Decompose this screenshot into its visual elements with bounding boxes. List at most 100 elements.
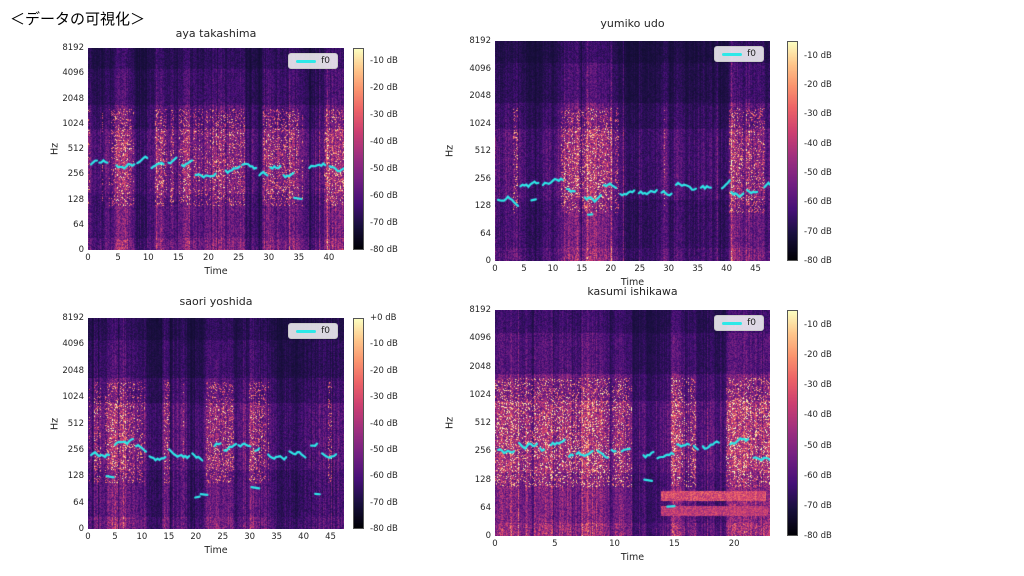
spectrogram-image — [88, 318, 344, 529]
y-tick-label: 1024 — [62, 392, 84, 403]
y-tick-label: 2048 — [469, 361, 491, 372]
y-tick-label: 8192 — [62, 43, 84, 53]
colorbar-tick-label: -80 dB — [804, 531, 832, 541]
colorbar-tick-label: -10 dB — [370, 339, 398, 350]
colorbar — [353, 48, 364, 250]
x-tick-label: 25 — [217, 532, 229, 542]
colorbar-tick-label: -10 dB — [804, 320, 832, 331]
x-tick-labels: 0 5 10 15 20 25 30 35 40 45 — [85, 532, 344, 543]
f0-legend-label: f0 — [321, 326, 330, 336]
y-axis-label: Hz — [444, 144, 456, 158]
spectrogram-plot: f0 — [495, 310, 770, 536]
colorbar-tick-label: -40 dB — [370, 137, 398, 148]
y-tick-label: 512 — [67, 144, 84, 154]
spectrogram-panel-kasumi-ishikawa: kasumi ishikawa Hz 0 64 128 256 512 1024 2048 4… — [443, 283, 863, 576]
y-tick-label: 0 — [485, 256, 491, 266]
y-tick-label: 128 — [67, 194, 84, 205]
x-tick-label: 20 — [190, 532, 202, 542]
colorbar-tick-label: -70 dB — [804, 500, 832, 511]
y-tick-labels: 0 64 128 256 512 1024 2048 4096 8192 — [461, 305, 491, 541]
x-tick-label: 15 — [668, 539, 680, 549]
colorbar-tick-label: -20 dB — [804, 350, 832, 361]
y-tick-label: 0 — [78, 524, 84, 534]
spectrogram-panel-aya-takashima: aya takashima Hz 0 64 128 256 512 1024 2048 409… — [48, 25, 430, 290]
colorbar-tick-label: -40 dB — [804, 410, 832, 421]
colorbar-tick-label: -20 dB — [370, 365, 398, 376]
f0-legend-line-icon — [722, 321, 743, 325]
x-tick-label: 35 — [293, 253, 305, 263]
x-axis-label: Time — [620, 552, 645, 563]
y-tick-label: 1024 — [469, 389, 491, 400]
f0-legend-line-icon — [296, 59, 317, 63]
colorbar-tick-label: -40 dB — [804, 138, 832, 149]
colorbar-tick-label: -30 dB — [804, 380, 832, 391]
colorbar-tick-labels: -10 dB -20 dB -30 dB -40 dB -50 dB -60 dB -70 … — [370, 48, 422, 255]
colorbar-tick-labels: +0 dB -10 dB -20 dB -30 dB -40 dB -50 dB -60 d… — [370, 313, 422, 534]
x-tick-label: 40 — [721, 264, 732, 274]
spectrogram-plot: f0 — [88, 48, 344, 250]
x-tick-label: 0 — [492, 264, 498, 274]
y-tick-labels: 0 64 128 256 512 1024 2048 4096 8192 — [461, 36, 491, 266]
x-axis-label: Time — [204, 545, 228, 556]
colorbar-tick-label: -20 dB — [804, 80, 832, 90]
y-tick-label: 128 — [474, 474, 491, 485]
f0-legend-line-icon — [722, 52, 743, 56]
spectrogram-panel-saori-yoshida: saori yoshida Hz 0 64 128 256 512 1024 2048 409… — [48, 293, 430, 573]
y-tick-label: 4096 — [469, 333, 491, 344]
y-tick-label: 0 — [485, 531, 491, 541]
x-tick-label: 25 — [233, 253, 244, 263]
x-tick-labels: 0 5 10 15 20 25 30 35 40 45 — [492, 264, 770, 275]
y-tick-labels: 0 64 128 256 512 1024 2048 4096 8192 — [54, 313, 84, 534]
y-tick-label: 64 — [480, 228, 491, 239]
y-tick-label: 1024 — [62, 118, 84, 129]
x-tick-label: 10 — [142, 253, 154, 263]
subplot-title: saori yoshida — [179, 295, 253, 308]
x-tick-label: 0 — [85, 532, 91, 542]
spectrogram-image — [88, 48, 344, 250]
y-tick-label: 256 — [67, 444, 84, 455]
colorbar-tick-label: -60 dB — [804, 470, 832, 481]
colorbar — [787, 41, 798, 261]
spectrogram-image — [495, 41, 770, 261]
y-tick-label: 4096 — [62, 68, 84, 79]
colorbar-tick-label: +0 dB — [370, 313, 397, 323]
colorbar-tick-label: -30 dB — [370, 392, 398, 403]
colorbar-tick-label: -80 dB — [804, 256, 832, 266]
colorbar-tick-label: -50 dB — [804, 168, 832, 178]
x-axis-label: Time — [204, 266, 228, 277]
y-tick-label: 128 — [474, 201, 491, 211]
f0-legend: f0 — [288, 53, 338, 69]
y-tick-label: 64 — [73, 219, 84, 230]
y-axis-label: Hz — [444, 416, 456, 430]
y-tick-label: 8192 — [469, 305, 491, 315]
f0-legend-label: f0 — [747, 49, 756, 59]
colorbar-tick-labels: -10 dB -20 dB -30 dB -40 dB -50 dB -60 dB -70 … — [804, 310, 856, 541]
y-tick-label: 256 — [474, 173, 491, 184]
x-tick-label: 35 — [271, 532, 283, 542]
y-tick-label: 8192 — [62, 313, 84, 323]
f0-legend: f0 — [714, 315, 764, 331]
colorbar-tick-label: -70 dB — [370, 497, 398, 508]
y-tick-labels: 0 64 128 256 512 1024 2048 4096 8192 — [54, 43, 84, 255]
y-tick-label: 128 — [67, 471, 84, 482]
colorbar-gradient — [354, 49, 363, 249]
f0-legend: f0 — [288, 323, 338, 339]
x-tick-label: 30 — [663, 264, 675, 274]
colorbar — [353, 318, 364, 529]
colorbar-tick-label: -60 dB — [370, 471, 398, 482]
y-tick-label: 8192 — [469, 36, 491, 46]
colorbar-tick-label: -30 dB — [370, 110, 398, 121]
page-heading: ＜データの可視化＞ — [10, 10, 146, 28]
colorbar-tick-label: -80 dB — [370, 245, 398, 255]
y-tick-label: 4096 — [62, 339, 84, 350]
spectrogram-panel-yumiko-udo: yumiko udo Hz 0 64 128 256 512 1024 2048 4096 81… — [443, 15, 863, 293]
f0-legend-label: f0 — [747, 318, 756, 328]
x-tick-label: 15 — [172, 253, 184, 263]
y-tick-label: 0 — [78, 245, 84, 255]
colorbar-gradient — [788, 42, 797, 260]
x-tick-label: 0 — [85, 253, 91, 263]
y-tick-label: 512 — [474, 146, 491, 156]
y-tick-label: 512 — [474, 418, 491, 428]
x-tick-label: 10 — [609, 539, 620, 549]
y-tick-label: 256 — [67, 169, 84, 180]
